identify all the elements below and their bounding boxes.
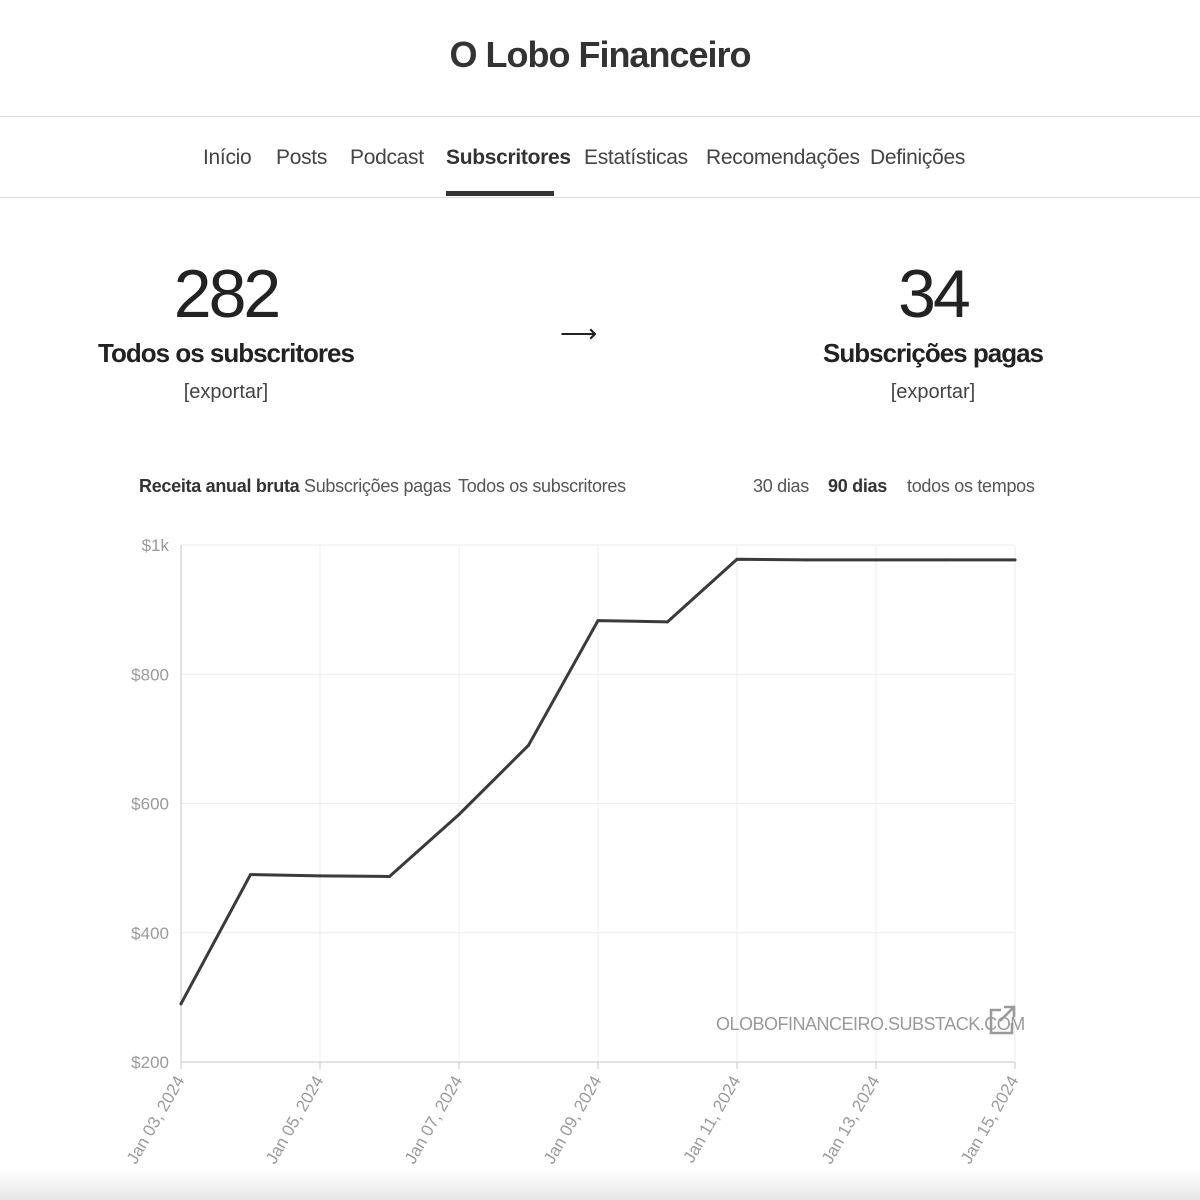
- data-point: [527, 743, 530, 747]
- nav-item-recomendacoes[interactable]: Recomendações: [706, 146, 860, 169]
- y-tick-label: $600: [131, 795, 169, 814]
- x-tick-label: Jan 05, 2024: [262, 1073, 328, 1168]
- data-point: [874, 558, 878, 562]
- nav-item-posts[interactable]: Posts: [276, 146, 328, 169]
- nav-item-estatisticas[interactable]: Estatísticas: [584, 146, 688, 169]
- paid-subscriptions-count: 34: [898, 256, 971, 332]
- data-point: [805, 558, 808, 562]
- x-tick-label: Jan 11, 2024: [679, 1073, 744, 1167]
- chart-axes: $200 $400 $600 $800 $1k Jan 03, 2024 Jan 05, 2…: [123, 536, 1023, 1167]
- arrow-icon: ⟶: [560, 318, 598, 348]
- tab-subscricoes-pagas[interactable]: Subscrições pagas: [304, 476, 451, 496]
- site-title[interactable]: O Lobo Financeiro: [449, 34, 751, 75]
- range-90-dias[interactable]: 90 dias: [828, 476, 887, 496]
- data-point: [318, 874, 322, 878]
- data-point: [944, 558, 947, 562]
- chart-series: [179, 557, 1017, 1006]
- page-bottom-fade: [0, 1170, 1200, 1200]
- x-tick-label: Jan 09, 2024: [540, 1073, 606, 1168]
- export-all-link[interactable]: [exportar]: [183, 381, 269, 403]
- tab-todos-os-subscritores[interactable]: Todos os subscritores: [458, 476, 626, 496]
- y-tick-label: $200: [131, 1053, 169, 1072]
- site-header: O Lobo Financeiro: [0, 0, 1200, 117]
- range-30-dias[interactable]: 30 dias: [753, 476, 809, 496]
- data-point: [179, 1002, 183, 1006]
- data-point: [735, 557, 739, 561]
- all-subscribers-count: 282: [173, 256, 281, 332]
- nav-item-subscritores[interactable]: Subscritores: [446, 146, 571, 169]
- external-link-icon[interactable]: [988, 1004, 1016, 1036]
- data-point: [249, 873, 252, 877]
- range-todos-os-tempos[interactable]: todos os tempos: [907, 476, 1035, 496]
- x-tick-label: Jan 15, 2024: [957, 1073, 1023, 1168]
- stat-paid-subscriptions: 34 Subscrições pagas [exportar]: [763, 258, 1103, 404]
- tab-receita-anual-bruta[interactable]: Receita anual bruta: [139, 476, 300, 496]
- y-tick-label: $1k: [142, 536, 170, 555]
- x-tick-label: Jan 07, 2024: [401, 1073, 467, 1168]
- main-nav: Início Posts Podcast Subscritores Estatí…: [0, 117, 1200, 198]
- data-point: [666, 620, 669, 624]
- chart-watermark: OLOBOFINANCEIRO.SUBSTACK.COM: [716, 1014, 1025, 1034]
- x-tick-label: Jan 03, 2024: [123, 1073, 189, 1168]
- nav-item-podcast[interactable]: Podcast: [350, 146, 424, 169]
- data-point: [1013, 558, 1017, 562]
- data-point: [596, 619, 600, 623]
- paid-subscriptions-label: Subscrições pagas: [823, 338, 1044, 368]
- data-point: [457, 812, 461, 816]
- y-tick-label: $400: [131, 924, 169, 943]
- nav-item-inicio[interactable]: Início: [203, 146, 252, 169]
- y-tick-label: $800: [131, 665, 169, 684]
- export-paid-link[interactable]: [exportar]: [890, 381, 976, 403]
- x-tick-label: Jan 13, 2024: [818, 1073, 884, 1168]
- all-subscribers-label: Todos os subscritores: [98, 338, 355, 368]
- active-tab-underline: [446, 191, 554, 196]
- data-point: [388, 875, 391, 879]
- stat-all-subscribers: 282 Todos os subscritores [exportar]: [56, 258, 396, 404]
- nav-item-definicoes[interactable]: Definições: [870, 146, 966, 169]
